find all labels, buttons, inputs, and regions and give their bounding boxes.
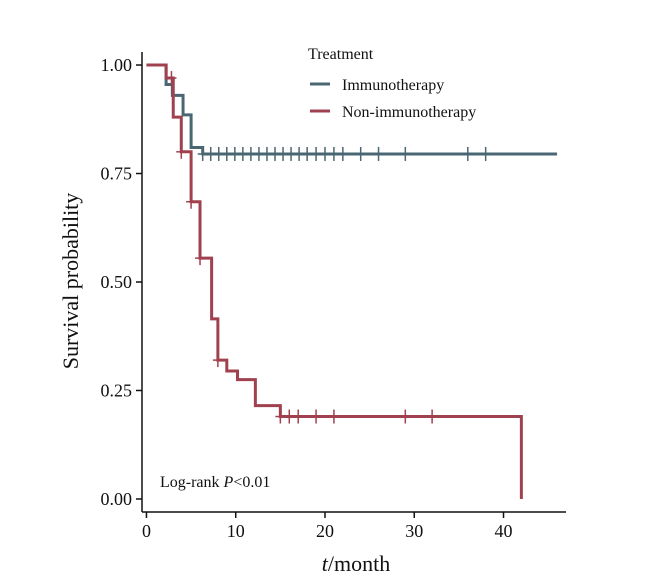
- y-tick-label: 0.00: [101, 489, 133, 509]
- km-curve-non-immunotherapy: [146, 63, 523, 499]
- logrank-p: P: [223, 474, 234, 491]
- x-tick-label: 10: [227, 521, 245, 541]
- y-tick-label: 0.75: [101, 164, 133, 184]
- x-axis-label-variable: t: [322, 551, 329, 576]
- legend-title: Treatment: [308, 46, 374, 63]
- legend-label-immunotherapy: Immunotherapy: [342, 77, 444, 94]
- x-tick-label: 0: [142, 521, 151, 541]
- legend: Treatment Immunotherapy Non-immunotherap…: [308, 46, 476, 121]
- logrank-prefix: Log-rank: [160, 474, 224, 491]
- legend-label-non-immunotherapy: Non-immunotherapy: [342, 104, 476, 121]
- x-axis-label-unit: /month: [328, 551, 390, 576]
- x-tick-label: 40: [495, 521, 513, 541]
- y-axis-label: Survival probability: [58, 193, 83, 370]
- x-axis-label: t/month: [322, 551, 390, 576]
- series-layer: [146, 63, 558, 499]
- x-tick-label: 20: [316, 521, 334, 541]
- y-tick-label: 0.50: [101, 272, 133, 292]
- y-tick-label: 1.00: [101, 55, 133, 75]
- axes: 0.00 0.25 0.50 0.75 1.00 0 10 20 30 40: [101, 52, 566, 541]
- logrank-annotation: Log-rank P<0.01: [160, 474, 270, 491]
- y-tick-label: 0.25: [101, 380, 133, 400]
- x-tick-label: 30: [405, 521, 423, 541]
- logrank-value: <0.01: [233, 474, 270, 491]
